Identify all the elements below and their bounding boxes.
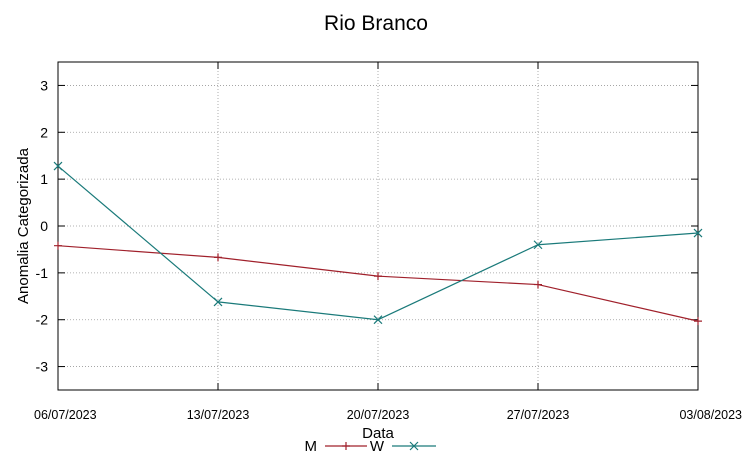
data-point bbox=[534, 280, 542, 289]
y-tick-label: 1 bbox=[40, 171, 48, 187]
data-point bbox=[693, 228, 703, 238]
legend-marker-w bbox=[409, 441, 419, 451]
x-tick-label: 27/07/2023 bbox=[507, 408, 570, 422]
data-point bbox=[373, 315, 383, 325]
y-tick-label: -2 bbox=[36, 312, 49, 328]
data-point bbox=[54, 241, 62, 250]
data-point bbox=[533, 240, 543, 250]
data-point bbox=[53, 161, 63, 171]
y-tick-label: -3 bbox=[36, 359, 49, 375]
y-tick-label: 3 bbox=[40, 77, 48, 93]
y-axis-ticks: 3 2 1 0 -1 -2 -3 bbox=[36, 77, 698, 375]
data-point bbox=[694, 317, 702, 326]
data-point bbox=[374, 272, 382, 281]
y-tick-label: -1 bbox=[36, 265, 49, 281]
y-axis-label: Anomalia Categorizada bbox=[15, 147, 32, 304]
y-tick-label: 2 bbox=[40, 124, 48, 140]
x-tick-label: 20/07/2023 bbox=[347, 408, 410, 422]
series-group bbox=[53, 161, 703, 326]
data-point bbox=[213, 297, 223, 307]
x-tick-label: 06/07/2023 bbox=[34, 408, 97, 422]
x-axis-ticks: 06/07/2023 13/07/2023 20/07/2023 27/07/2023… bbox=[34, 62, 742, 422]
series-line-m bbox=[57, 245, 699, 322]
y-tick-label: 0 bbox=[40, 218, 48, 234]
grid-lines bbox=[58, 62, 698, 390]
legend-marker-m bbox=[342, 442, 350, 450]
chart-title: Rio Branco bbox=[324, 12, 428, 35]
legend-label-w: W bbox=[370, 438, 385, 455]
series-w bbox=[53, 161, 703, 325]
data-point bbox=[214, 253, 222, 262]
series-m bbox=[54, 241, 702, 326]
x-tick-label: 03/08/2023 bbox=[679, 408, 742, 422]
legend-label-m: M bbox=[305, 438, 318, 455]
x-tick-label: 13/07/2023 bbox=[187, 408, 250, 422]
x-axis-label: Data bbox=[362, 425, 394, 442]
